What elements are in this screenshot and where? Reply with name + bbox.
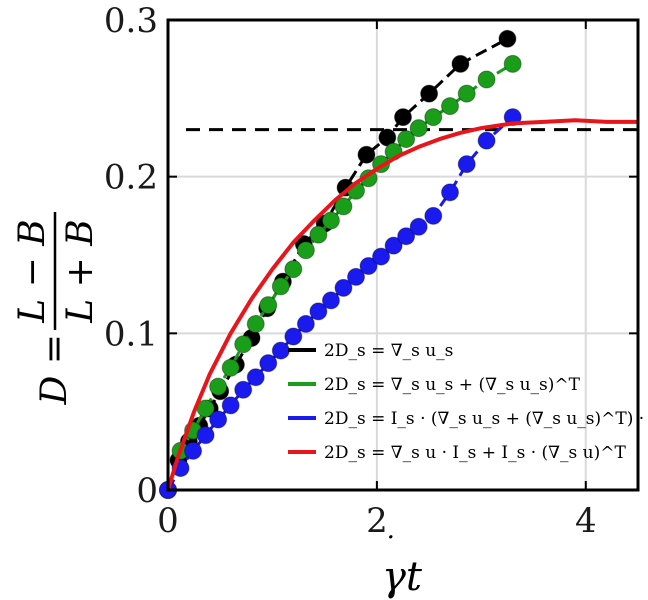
x-axis-label-dot: ˙ [381,531,396,566]
y-axis-label-numerator: L − B [12,219,53,323]
series-2-point-20 [409,217,428,236]
series-2-point-7 [246,368,265,387]
series-line-2 [166,116,514,491]
series-2-point-16 [359,256,378,275]
series-2-point-15 [347,267,365,286]
legend: 2D_s = ∇_s u_s 2D_s = ∇_s u_s + (∇_s u_s)… [288,341,648,463]
y-axis-label: D = L − B L + B [12,212,101,405]
series-2-point-9 [271,341,290,360]
series-0-point-16 [420,84,439,103]
y-tick-label-0: 0 [136,471,158,511]
series-1-point-7 [246,314,265,333]
series-3 [166,118,638,491]
series-0-point-15 [394,108,412,127]
series-2-point-19 [397,227,416,246]
series-2-point-13 [321,291,340,310]
y-axis-label-denominator: L + B [60,219,101,323]
series-1-point-8 [259,296,278,315]
series-1-point-14 [334,197,353,216]
y-tick-label-3: 0.3 [104,1,158,41]
series-1-point-25 [503,54,522,73]
series-1-point-21 [424,108,443,127]
legend-label-1: 2D_s = ∇_s u_s + (∇_s u_s)^T [324,375,581,395]
series-2-point-10 [284,327,303,346]
series-2-point-12 [309,302,328,321]
series-2-point-18 [384,236,403,255]
series-2-point-22 [441,183,459,202]
series-0-point-13 [357,145,376,164]
series-1-point-13 [321,211,340,230]
legend-label-2: 2D_s = I_s · (∇_s u_s + (∇_s u_s)^T) · I… [324,409,648,429]
y-tick-label-1: 0.1 [104,314,158,354]
series-line-3 [166,118,638,491]
series-1-point-4 [209,377,228,396]
series-1-point-22 [441,97,459,116]
series-1-point-10 [284,260,303,279]
x-tick-label-2: 4 [575,501,597,541]
series-layer [159,29,638,499]
series-2-point-21 [424,206,443,225]
series-1-point-11 [296,241,315,260]
series-1-point-9 [271,277,290,296]
legend-label-0: 2D_s = ∇_s u_s [324,341,453,361]
plot-frame [166,18,640,492]
series-2-point-11 [296,314,315,333]
x-tick-label-0: 0 [157,501,179,541]
legend-label-3: 2D_s = ∇_s u · I_s + I_s · (∇_s u)^T [324,443,626,463]
series-2-point-24 [477,131,496,150]
series-1-point-12 [309,225,328,244]
series-1-point-24 [477,70,496,89]
series-0-point-17 [451,54,470,73]
series-2-point-4 [209,410,228,429]
series-2-point-5 [221,396,240,415]
series-2 [159,108,522,499]
series-2-point-3 [196,426,215,445]
series-2-point-14 [334,278,353,297]
series-2-point-17 [372,247,391,266]
y-axis-label-lhs: D = [34,334,75,405]
x-axis-label-t: t [406,554,423,600]
series-1-point-23 [457,84,476,103]
series-2-point-2 [184,441,203,460]
series-1 [159,54,522,499]
series-1-point-19 [397,130,416,149]
x-axis-label-gamma: γ [382,554,406,600]
x-tick-label-1: 2 [366,501,388,541]
series-1-point-20 [409,119,428,138]
x-axis-label: γt [382,554,423,600]
series-1-point-6 [234,335,253,354]
series-0-point-18 [498,29,517,48]
y-tick-label-2: 0.2 [104,158,158,198]
series-1-point-5 [221,358,240,377]
series-2-point-6 [234,380,253,399]
ticks [167,19,638,491]
series-2-point-8 [259,354,278,373]
series-2-point-23 [457,155,476,174]
tick-labels: 0 2 4 0 0.1 0.2 0.3 [104,1,597,541]
